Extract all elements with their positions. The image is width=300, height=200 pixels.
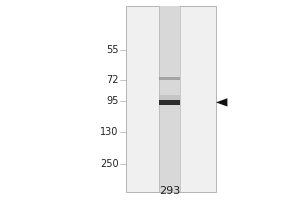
Bar [159, 77, 180, 80]
Text: 55: 55 [106, 45, 118, 55]
Bar [159, 100, 180, 105]
Polygon shape [216, 98, 227, 107]
Text: 95: 95 [106, 96, 118, 106]
Text: 130: 130 [100, 127, 118, 137]
Text: 293: 293 [159, 186, 180, 196]
Text: 72: 72 [106, 75, 118, 85]
Bar [159, 6, 180, 192]
Text: 250: 250 [100, 159, 118, 169]
Bar [159, 95, 180, 100]
Bar [126, 6, 216, 192]
